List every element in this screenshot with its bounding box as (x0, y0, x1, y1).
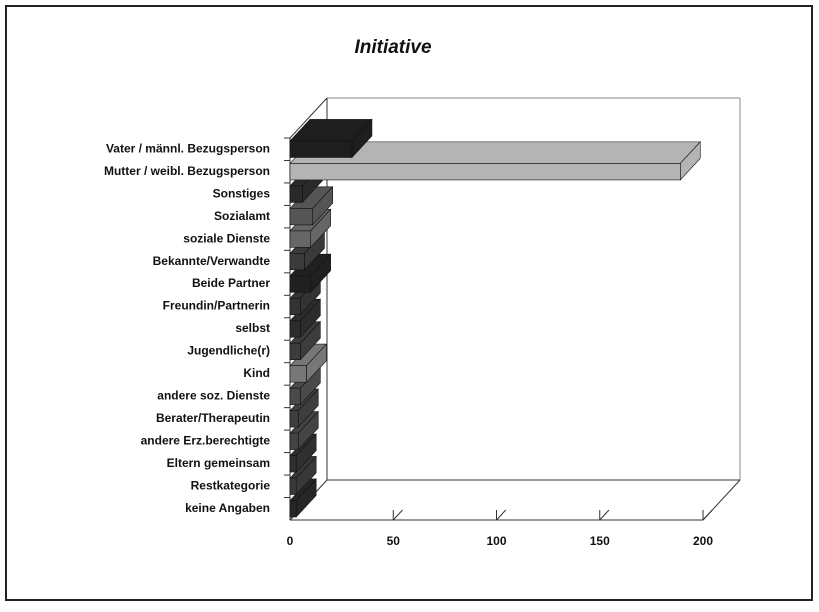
y-tick-label: soziale Dienste (183, 231, 270, 245)
grid-line (392, 509, 403, 521)
y-tick-label: selbst (235, 321, 270, 335)
bar (289, 208, 314, 226)
bar (289, 230, 311, 248)
chart-title: Initiative (354, 37, 432, 58)
y-tick-label: Sonstiges (213, 186, 271, 200)
bar (289, 365, 307, 383)
y-tick-label: Eltern gemeinsam (167, 456, 270, 470)
y-tick-label: Jugendliche(r) (187, 344, 270, 358)
bar (289, 185, 303, 203)
axis-wall (289, 97, 328, 139)
frame (5, 5, 813, 601)
bar (289, 297, 301, 316)
bar (289, 477, 297, 495)
bar (289, 140, 353, 158)
bar (289, 342, 301, 361)
bar (289, 410, 299, 428)
y-tick-label: andere soz. Dienste (157, 389, 270, 403)
bar (289, 320, 301, 338)
y-tick-label: keine Angaben (185, 501, 270, 515)
bar (289, 275, 311, 293)
x-tick-label: 50 (387, 534, 401, 548)
y-tick-label: Restkategorie (191, 478, 271, 492)
y-tick-label: andere Erz.berechtigte (141, 434, 271, 448)
y-tick-label: Berater/Therapeutin (156, 411, 270, 425)
x-tick-label: 200 (693, 534, 713, 548)
y-tick-label: Bekannte/Verwandte (153, 254, 271, 268)
grid-line (599, 509, 610, 521)
bar (289, 253, 305, 271)
x-tick-label: 100 (486, 534, 506, 548)
y-tick-label: Kind (243, 366, 270, 380)
x-tick-label: 0 (287, 534, 294, 548)
grid-line (496, 509, 507, 521)
bar (289, 500, 297, 518)
grid-line (702, 509, 713, 521)
bar (289, 387, 301, 405)
y-tick-label: Mutter / weibl. Bezugsperson (104, 164, 270, 178)
y-tick-label: Sozialamt (214, 209, 270, 223)
y-tick-label: Freundin/Partnerin (163, 299, 270, 313)
y-tick-label: Beide Partner (192, 276, 270, 290)
bar (289, 455, 297, 473)
x-tick-label: 150 (590, 534, 610, 548)
bar (289, 432, 299, 450)
bar (289, 163, 681, 181)
y-tick-label: Vater / männl. Bezugsperson (106, 141, 270, 155)
